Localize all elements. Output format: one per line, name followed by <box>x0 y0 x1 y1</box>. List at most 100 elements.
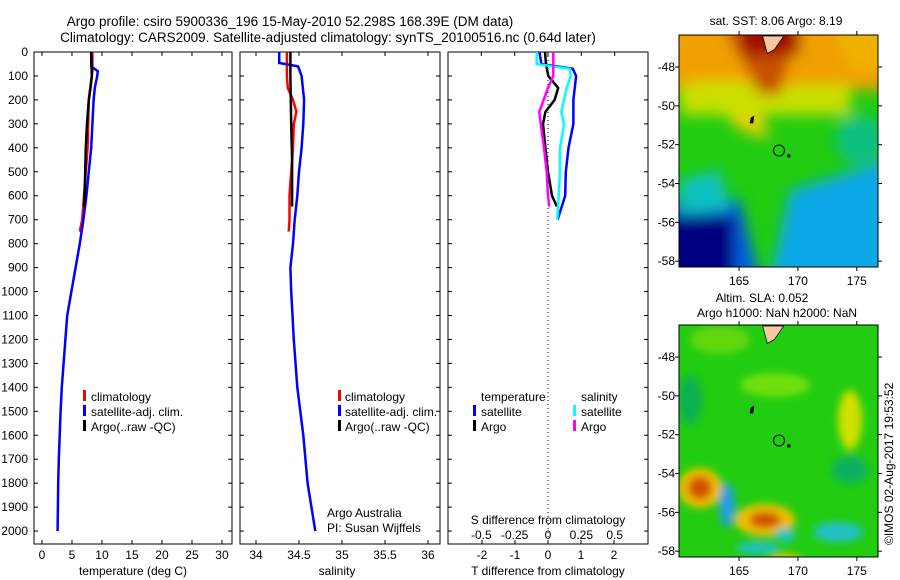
lat-tick-label: -50 <box>658 99 676 113</box>
x-tick-label: 34.5 <box>287 548 311 562</box>
legend-swatch-argo <box>83 420 86 431</box>
series-line-satellite-adj-clim- <box>277 52 317 532</box>
figure-title-line1: Argo profile: csiro 5900336_196 15-May-2… <box>67 14 514 29</box>
legend-swatch-t-satellite <box>473 405 476 416</box>
temperature-panel: 0100200300400500600700800900100011001200… <box>1 45 233 562</box>
legend-label: Argo <box>581 420 607 434</box>
y-tick-label: 2000 <box>1 524 28 538</box>
x-tick-label: -1 <box>510 548 521 562</box>
sst-map-image <box>679 35 878 267</box>
y-tick-label: 1100 <box>2 308 28 322</box>
legend-label: satellite-adj. clim. <box>345 405 437 419</box>
x-tick-label: 34 <box>249 548 263 562</box>
legend-swatch-s-satellite <box>573 405 576 416</box>
salinity-xlabel: salinity <box>319 564 356 578</box>
credit-label: ©IMOS 02-Aug-2017 19:53:52 <box>882 382 896 545</box>
y-tick-label: 700 <box>8 213 28 227</box>
y-tick-label: 1400 <box>1 380 28 394</box>
temperature-legend: climatology satellite-adj. clim. Argo(..… <box>83 390 183 434</box>
lat-tick-label: -52 <box>658 138 676 152</box>
y-tick-label: 1500 <box>1 404 28 418</box>
x-tick-label: 35 <box>335 548 349 562</box>
y-tick-label: 800 <box>8 237 28 251</box>
lon-tick-label: 170 <box>788 274 808 288</box>
sst-map-frame <box>678 34 879 268</box>
x-tick-label: 35.5 <box>373 548 397 562</box>
y-tick-label: 300 <box>8 117 28 131</box>
sla-map-image <box>679 325 878 557</box>
legend-label: climatology <box>91 390 151 404</box>
plot-frame <box>239 51 441 545</box>
legend-label: Argo(..raw -QC) <box>91 420 176 434</box>
x-tick-label: 20 <box>155 548 169 562</box>
lat-tick-label: -52 <box>658 428 676 442</box>
legend-swatch-climatology <box>338 390 341 401</box>
sla-map-frame <box>678 324 879 558</box>
auckland-islands-shape <box>749 405 755 414</box>
lat-tick-label: -54 <box>658 467 676 481</box>
x-tick-label: 10 <box>95 548 109 562</box>
legend-swatch-argo <box>338 420 341 431</box>
series-line-t-argo <box>541 51 560 208</box>
x2-tick-label: 0.5 <box>606 528 623 542</box>
lon-tick-label: 175 <box>847 564 867 578</box>
sla-map-subtitle: Argo h1000: NaN h2000: NaN <box>697 306 857 320</box>
campbell-island-shape <box>787 154 791 158</box>
legend-label: Argo(..raw -QC) <box>345 420 430 434</box>
y-tick-label: 1300 <box>1 356 28 370</box>
y-tick-label: 100 <box>8 69 28 83</box>
difference-panel: -2 -1 0 1 2 -0.5 -0.25 0 0.25 0.5 <box>447 51 649 562</box>
series-line-s-argo <box>538 52 555 207</box>
y-tick-label: 500 <box>8 165 28 179</box>
plot-frame <box>447 51 649 545</box>
y-tick-label: 200 <box>8 93 28 107</box>
lon-tick-label: 175 <box>847 274 867 288</box>
x-tick-label: 15 <box>125 548 139 562</box>
lat-tick-label: -50 <box>658 389 676 403</box>
lat-tick-label: -58 <box>658 254 676 268</box>
x2-tick-label: 0 <box>545 528 552 542</box>
stewart-island-shape <box>762 325 785 344</box>
y-tick-label: 1700 <box>1 452 28 466</box>
lon-tick-label: 165 <box>729 274 749 288</box>
legend-label: satellite <box>481 405 522 419</box>
figure-title-line2: Climatology: CARS2009. Satellite-adjuste… <box>60 30 596 45</box>
x-tick-label: 2 <box>611 548 618 562</box>
x2-tick-label: 0.25 <box>570 528 594 542</box>
temperature-xlabel: temperature (deg C) <box>79 564 187 578</box>
legend-swatch-satellite <box>338 405 341 416</box>
salinity-legend: climatology satellite-adj. clim. Argo(..… <box>338 390 437 434</box>
y-tick-label: 400 <box>8 141 28 155</box>
y-tick-label: 600 <box>8 189 28 203</box>
pi-label: PI: Susan Wijffels <box>327 521 421 535</box>
lon-tick-label: 170 <box>788 564 808 578</box>
float-position-marker <box>772 144 785 157</box>
x-tick-label: -2 <box>477 548 488 562</box>
lat-tick-label: -58 <box>658 544 676 558</box>
stewart-island-shape <box>762 35 785 54</box>
x2-tick-label: -0.25 <box>501 528 529 542</box>
y-tick-label: 1000 <box>1 285 28 299</box>
x-tick-label: 0 <box>545 548 552 562</box>
series-line-s-satellite <box>535 52 572 220</box>
lat-tick-label: -56 <box>658 215 676 229</box>
y-tick-label: 1800 <box>1 476 28 490</box>
legend-label: satellite-adj. clim. <box>91 405 183 419</box>
x-tick-label: 25 <box>185 548 199 562</box>
x-tick-label: 0 <box>39 548 46 562</box>
series-line-satellite-adj-clim- <box>56 52 100 532</box>
y-tick-label: 0 <box>21 45 28 59</box>
series-line-argo-raw-qc- <box>82 51 94 207</box>
s-diff-xlabel: S difference from climatology <box>471 513 626 527</box>
argo-australia-label: Argo Australia <box>327 506 402 520</box>
legend-header-salinity: salinity <box>581 390 618 404</box>
x-tick-label: 30 <box>215 548 229 562</box>
y-tick-label: 900 <box>8 261 28 275</box>
sla-map-axes: 165 170 175 -48 -50 -52 -54 -56 -58 <box>658 321 882 578</box>
campbell-island-shape <box>787 444 791 448</box>
float-position-marker <box>772 434 785 447</box>
plot-frame <box>33 51 233 545</box>
y-tick-label: 1900 <box>1 500 28 514</box>
auckland-islands-shape <box>749 115 755 124</box>
